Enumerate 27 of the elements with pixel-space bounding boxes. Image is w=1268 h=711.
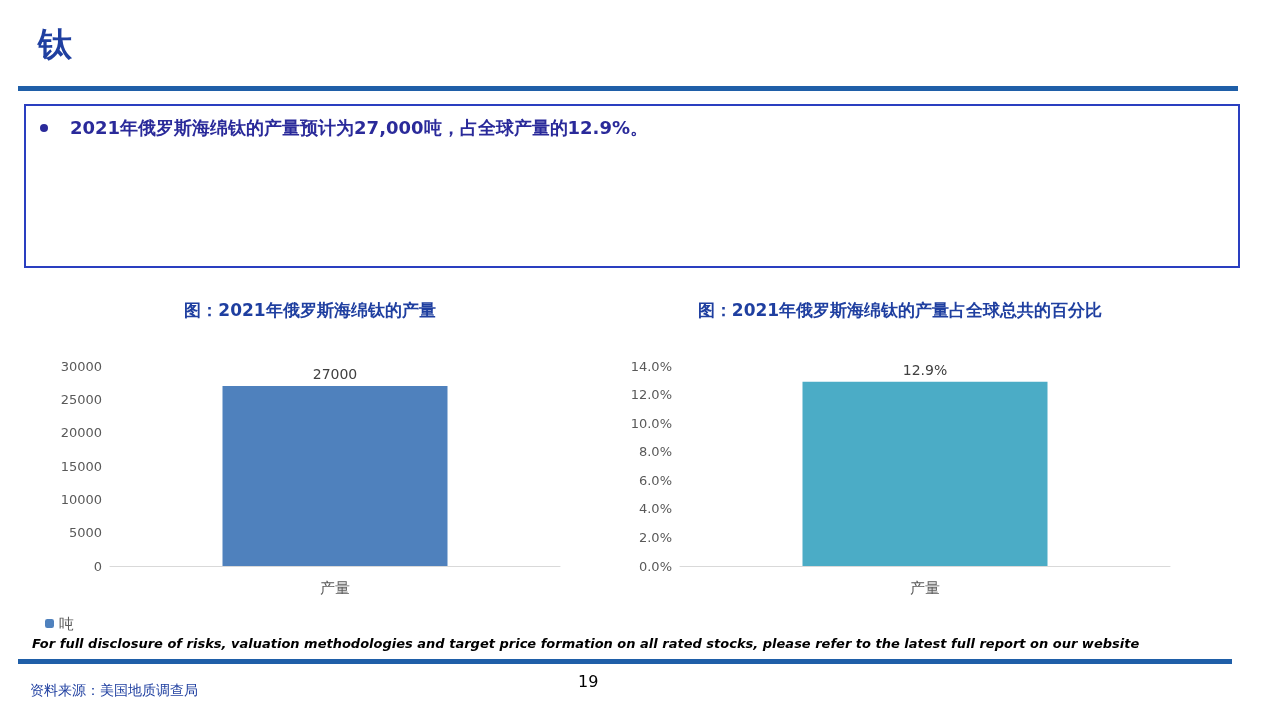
y-tick-label: 5000 [68, 525, 102, 541]
y-tick-label: 25000 [60, 391, 102, 407]
y-tick-label: 10000 [60, 491, 102, 507]
y-tick-label: 20000 [60, 425, 102, 441]
text: For full disclosure of risks, valuation methodologies and target price formation on all rated stocks, please refer to the latest full report on our website [32, 636, 1140, 651]
y-tick-label: 8.0% [638, 444, 672, 460]
text: 19 [578, 672, 599, 691]
chart-title: 图：2021年俄罗斯海绵钛的产量 [184, 299, 436, 320]
data-label: 27000 [312, 366, 358, 382]
y-tick-label: 4.0% [638, 501, 672, 517]
y-tick-label: 0 [93, 558, 102, 574]
y-tick-label: 14.0% [630, 358, 672, 374]
y-tick-label: 0.0% [638, 558, 672, 574]
y-tick-label: 15000 [60, 458, 102, 474]
x-tick-label: 产量 [320, 578, 350, 597]
text: 钛 [38, 23, 72, 66]
y-tick-label: 10.0% [630, 415, 672, 431]
y-tick-label: 12.0% [630, 387, 672, 403]
text: 12.9% [902, 361, 948, 378]
text: 2021年俄罗斯海绵钛的产量预计为27,000吨，占全球产量的12.9%。 [70, 116, 649, 140]
x-tick-label: 产量 [910, 578, 940, 597]
legend-label: 吨 [59, 614, 74, 633]
text: 资料来源：美国地质调查局 [30, 682, 198, 700]
y-tick-label: 30000 [60, 358, 102, 374]
y-tick-label: 2.0% [638, 529, 672, 545]
y-tick-label: 6.0% [638, 472, 672, 488]
chart-title: 图：2021年俄罗斯海绵钛的产量占全球总共的百分比 [697, 299, 1103, 320]
